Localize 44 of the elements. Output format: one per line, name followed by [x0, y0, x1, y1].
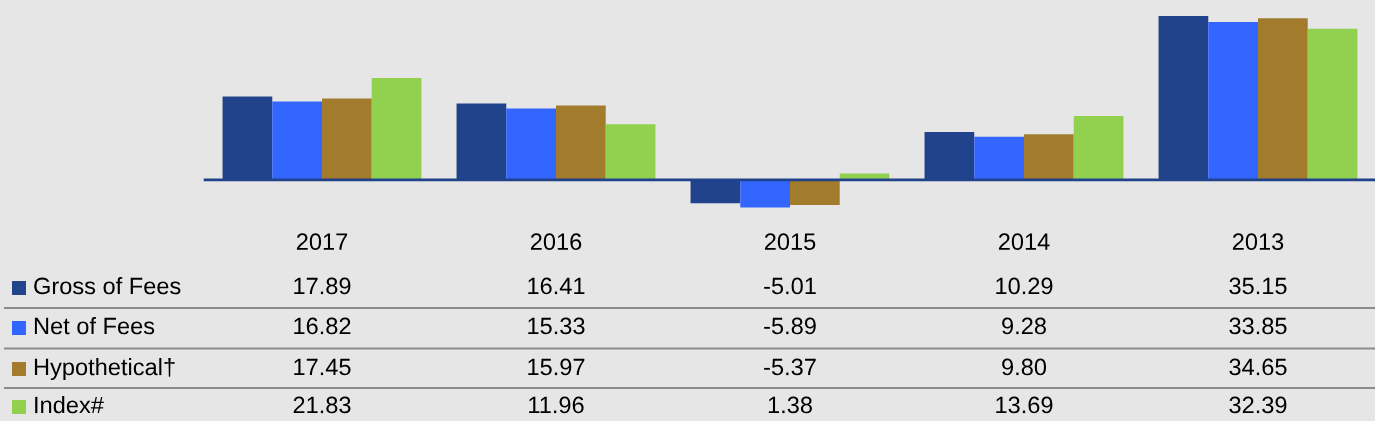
legend-label: Hypothetical† [34, 357, 175, 380]
data-label: 16.82 [294, 317, 351, 335]
data-label: 17.45 [294, 358, 351, 376]
x-tick-label: 2013 [1232, 233, 1284, 251]
legend-label: Gross of Fees [34, 277, 181, 295]
data-label: -5.89 [764, 317, 816, 335]
legend-label: Index# [35, 395, 104, 414]
data-label: -5.37 [764, 358, 816, 376]
data-label: 11.96 [529, 396, 584, 414]
x-tick-label: 2016 [530, 233, 582, 251]
data-label: 13.69 [996, 396, 1053, 414]
legend-label: Net of Fees [34, 317, 155, 335]
x-tick-label: 2017 [296, 233, 348, 251]
bar [272, 101, 322, 180]
data-label: 10.29 [996, 277, 1053, 295]
x-tick-label: 2014 [998, 233, 1050, 251]
bar [839, 173, 890, 180]
x-tick-label: 2015 [764, 233, 816, 251]
data-label: 17.89 [294, 277, 351, 295]
data-label: 21.83 [293, 396, 351, 414]
data-label: 9.80 [1002, 358, 1047, 376]
bar [605, 124, 656, 180]
bar [506, 108, 556, 180]
bar [740, 179, 790, 208]
data-label: 32.39 [1229, 396, 1287, 414]
data-label: 15.97 [528, 358, 585, 376]
data-label: 34.65 [1229, 358, 1287, 376]
data-label: 16.41 [528, 277, 585, 295]
bar [1208, 22, 1258, 180]
bar [1258, 18, 1308, 180]
data-label: 1.38 [768, 396, 812, 414]
bar [322, 98, 372, 180]
data-label: 15.33 [528, 317, 585, 335]
bar [974, 136, 1024, 180]
bar [1073, 116, 1124, 180]
bar [790, 179, 840, 205]
bar [1307, 28, 1358, 180]
bar [371, 78, 422, 180]
bar [1024, 134, 1074, 180]
bar [556, 105, 606, 180]
data-label: 33.85 [1229, 317, 1287, 335]
data-label: -5.01 [764, 277, 816, 295]
data-label: 9.28 [1002, 317, 1046, 335]
data-label: 35.15 [1229, 277, 1287, 295]
